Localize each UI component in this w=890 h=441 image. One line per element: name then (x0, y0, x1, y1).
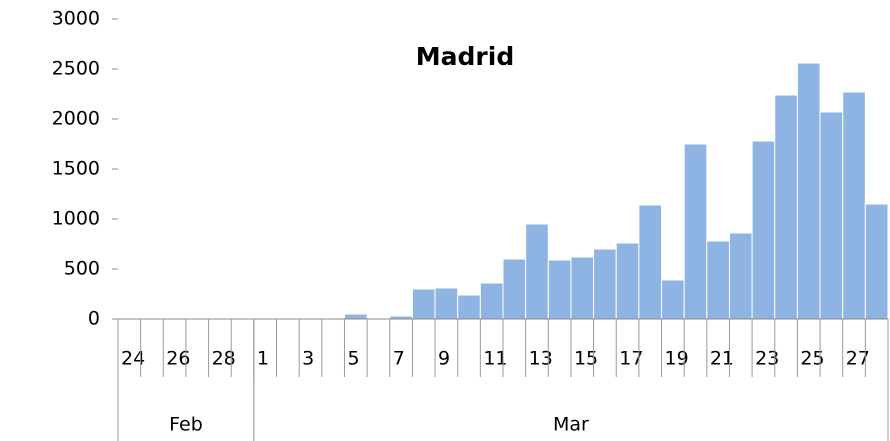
y-tick-label: 3000 (52, 8, 100, 30)
y-tick-label: 500 (64, 258, 100, 280)
y-tick-label: 1000 (52, 208, 100, 230)
x-tick-label: 15 (574, 348, 598, 370)
x-tick-label: 13 (529, 348, 553, 370)
bar (728, 232, 753, 320)
bar (547, 259, 572, 320)
x-tick-label: 7 (393, 348, 405, 370)
x-tick-label: 19 (665, 348, 689, 370)
bar (774, 94, 798, 320)
x-tick-label: 26 (166, 348, 190, 370)
bar (864, 203, 889, 320)
bar (343, 313, 368, 320)
bar (638, 204, 663, 320)
x-tick-label: 17 (619, 348, 643, 370)
bar (411, 288, 436, 320)
x-tick-label: 25 (800, 348, 824, 370)
bar (796, 62, 821, 320)
group-label: Mar (553, 414, 589, 436)
group-label: Feb (169, 414, 203, 436)
y-tick-label: 0 (88, 308, 100, 330)
bar (457, 294, 481, 320)
x-tick-label: 1 (257, 348, 269, 370)
x-tick-label: 23 (755, 348, 779, 370)
bar (819, 111, 844, 320)
bar (706, 240, 730, 320)
bar (842, 91, 866, 320)
y-tick-label: 2500 (52, 58, 100, 80)
x-tick-label: 11 (483, 348, 507, 370)
bar (434, 287, 459, 320)
bar (502, 258, 527, 320)
y-tick-label: 2000 (52, 108, 100, 130)
bar (525, 223, 549, 320)
x-tick-label: 24 (121, 348, 145, 370)
x-tick-label: 5 (347, 348, 359, 370)
y-tick-label: 1500 (52, 158, 100, 180)
bar (683, 143, 708, 320)
x-tick-label: 9 (438, 348, 450, 370)
x-tick-label: 3 (302, 348, 314, 370)
bar (751, 140, 776, 320)
bar (593, 248, 617, 320)
bar (661, 279, 685, 320)
x-tick-label: 21 (710, 348, 734, 370)
chart-title: Madrid (416, 42, 514, 71)
bar (479, 282, 504, 320)
x-tick-label: 27 (846, 348, 870, 370)
x-tick-label: 28 (212, 348, 236, 370)
bar (570, 256, 595, 320)
bar (615, 242, 640, 320)
